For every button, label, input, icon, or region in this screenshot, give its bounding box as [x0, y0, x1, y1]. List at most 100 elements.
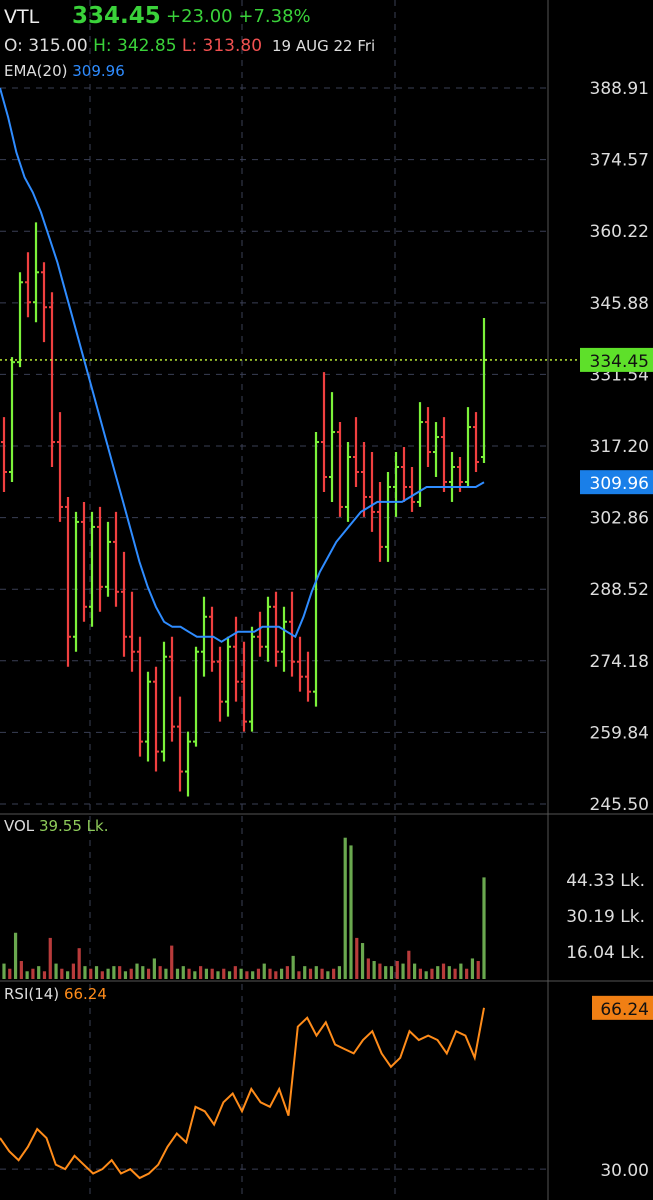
ohlc-bar	[417, 402, 423, 507]
volume-bar	[332, 968, 336, 979]
volume-value: 39.55 Lk.	[38, 817, 109, 835]
volume-bar	[2, 963, 6, 979]
volume-bar	[170, 945, 174, 979]
ohlc-bar	[97, 506, 103, 612]
low-label: L:	[181, 36, 198, 56]
volume-bar	[19, 961, 23, 979]
ema-legend: EMA(20) 309.96	[4, 62, 125, 80]
price-tick-label: 302.86	[590, 509, 649, 529]
ohlc-bar	[481, 317, 487, 464]
volume-bar	[285, 966, 289, 979]
ohlc-bar	[313, 432, 319, 707]
ohlc-bar	[9, 357, 15, 482]
ohlc-bar	[73, 511, 79, 652]
volume-tick-label: 16.04 Lk.	[566, 943, 645, 963]
volume-bar	[123, 971, 128, 979]
price-tick-label: 388.91	[590, 79, 649, 99]
ohlc-bar	[305, 651, 311, 702]
high-value: 342.85	[117, 36, 177, 56]
volume-bar	[77, 948, 81, 979]
volume-bar	[141, 966, 145, 979]
ohlc-bar	[193, 646, 199, 747]
change-percent: +7.38%	[238, 6, 311, 27]
price-tick-label: 345.88	[590, 294, 649, 314]
ohlc-bar	[321, 372, 327, 492]
volume-bar	[135, 963, 139, 979]
price-tick-label: 288.52	[590, 580, 649, 600]
ohlc-bar	[57, 412, 63, 522]
ohlc-bar	[249, 626, 255, 732]
volume-bar	[193, 971, 197, 979]
volume-bar	[239, 968, 243, 979]
volume-bar	[146, 968, 151, 979]
rsi-panel: 66.24 30.00	[0, 995, 653, 1181]
volume-bar	[181, 966, 185, 979]
ema-tag-bg	[580, 470, 653, 495]
ohlc-bar	[153, 666, 159, 772]
volume-bar	[372, 961, 376, 979]
rsi-line	[0, 1007, 485, 1180]
volume-bar	[355, 937, 359, 979]
ohlc-bar	[329, 392, 335, 502]
ema-value: 309.96	[72, 62, 125, 80]
volume-bar	[48, 937, 52, 979]
ema-tag: 309.96	[590, 474, 649, 494]
volume-bar	[268, 968, 272, 979]
volume-bar	[430, 968, 434, 979]
price-tick-label: 245.50	[590, 795, 649, 815]
ohlc-bar	[297, 636, 303, 692]
volume-bar	[320, 968, 324, 979]
volume-bar	[366, 958, 370, 979]
ohlc-bar	[169, 636, 175, 742]
ohlc-readout: O: 315.00 H: 342.85 L: 313.80 19 AUG 22 F…	[4, 36, 375, 56]
volume-bar	[279, 968, 284, 979]
ohlc-bar	[337, 422, 343, 517]
ema-label: EMA(20)	[4, 62, 68, 80]
volume-bar	[326, 971, 330, 979]
volume-bar	[413, 963, 417, 979]
volume-bar	[303, 966, 307, 979]
bar-date: 19 AUG 22 Fri	[272, 37, 376, 55]
ohlc-bar	[273, 591, 279, 667]
volume-bar	[395, 961, 399, 979]
ohlc-bar	[1, 417, 7, 492]
volume-bar	[175, 968, 180, 979]
volume-tick-label: 44.33 Lk.	[566, 871, 645, 891]
volume-bar	[447, 966, 451, 979]
rsi-legend: RSI(14) 66.24	[4, 985, 107, 1003]
volume-bar	[118, 966, 122, 979]
ohlc-bar	[209, 606, 215, 672]
ohlc-bar	[465, 407, 471, 487]
price-tick-label: 360.22	[590, 222, 649, 242]
volume-bar	[256, 968, 261, 979]
ohlc-bar	[81, 501, 87, 622]
ohlc-bar	[369, 452, 375, 532]
ohlc-bar	[353, 417, 359, 487]
ohlc-bar	[49, 292, 55, 467]
volume-bar	[37, 966, 41, 979]
volume-bar	[25, 971, 29, 979]
ohlc-bar	[129, 591, 135, 672]
open-label: O:	[4, 36, 23, 56]
volume-tick-label: 30.19 Lk.	[566, 907, 645, 927]
volume-bar	[482, 877, 486, 979]
volume-bar	[436, 966, 440, 979]
high-label: H:	[93, 36, 112, 56]
price-tick-label: 317.20	[590, 437, 649, 457]
volume-bar	[210, 968, 214, 979]
price-change: +23.00 +7.38%	[166, 6, 311, 27]
ohlc-bars	[1, 222, 487, 797]
volume-bar	[401, 963, 405, 979]
ohlc-bar	[185, 731, 191, 797]
volume-bar	[66, 971, 70, 979]
volume-legend: VOL 39.55 Lk.	[4, 817, 108, 835]
volume-bar	[71, 963, 75, 979]
volume-bar	[94, 966, 99, 979]
volume-bar	[158, 966, 162, 979]
volume-bar	[60, 968, 64, 979]
ohlc-bar	[33, 222, 39, 323]
ohlc-bar	[161, 641, 167, 762]
volume-bar	[441, 963, 446, 979]
volume-bar	[42, 971, 47, 979]
